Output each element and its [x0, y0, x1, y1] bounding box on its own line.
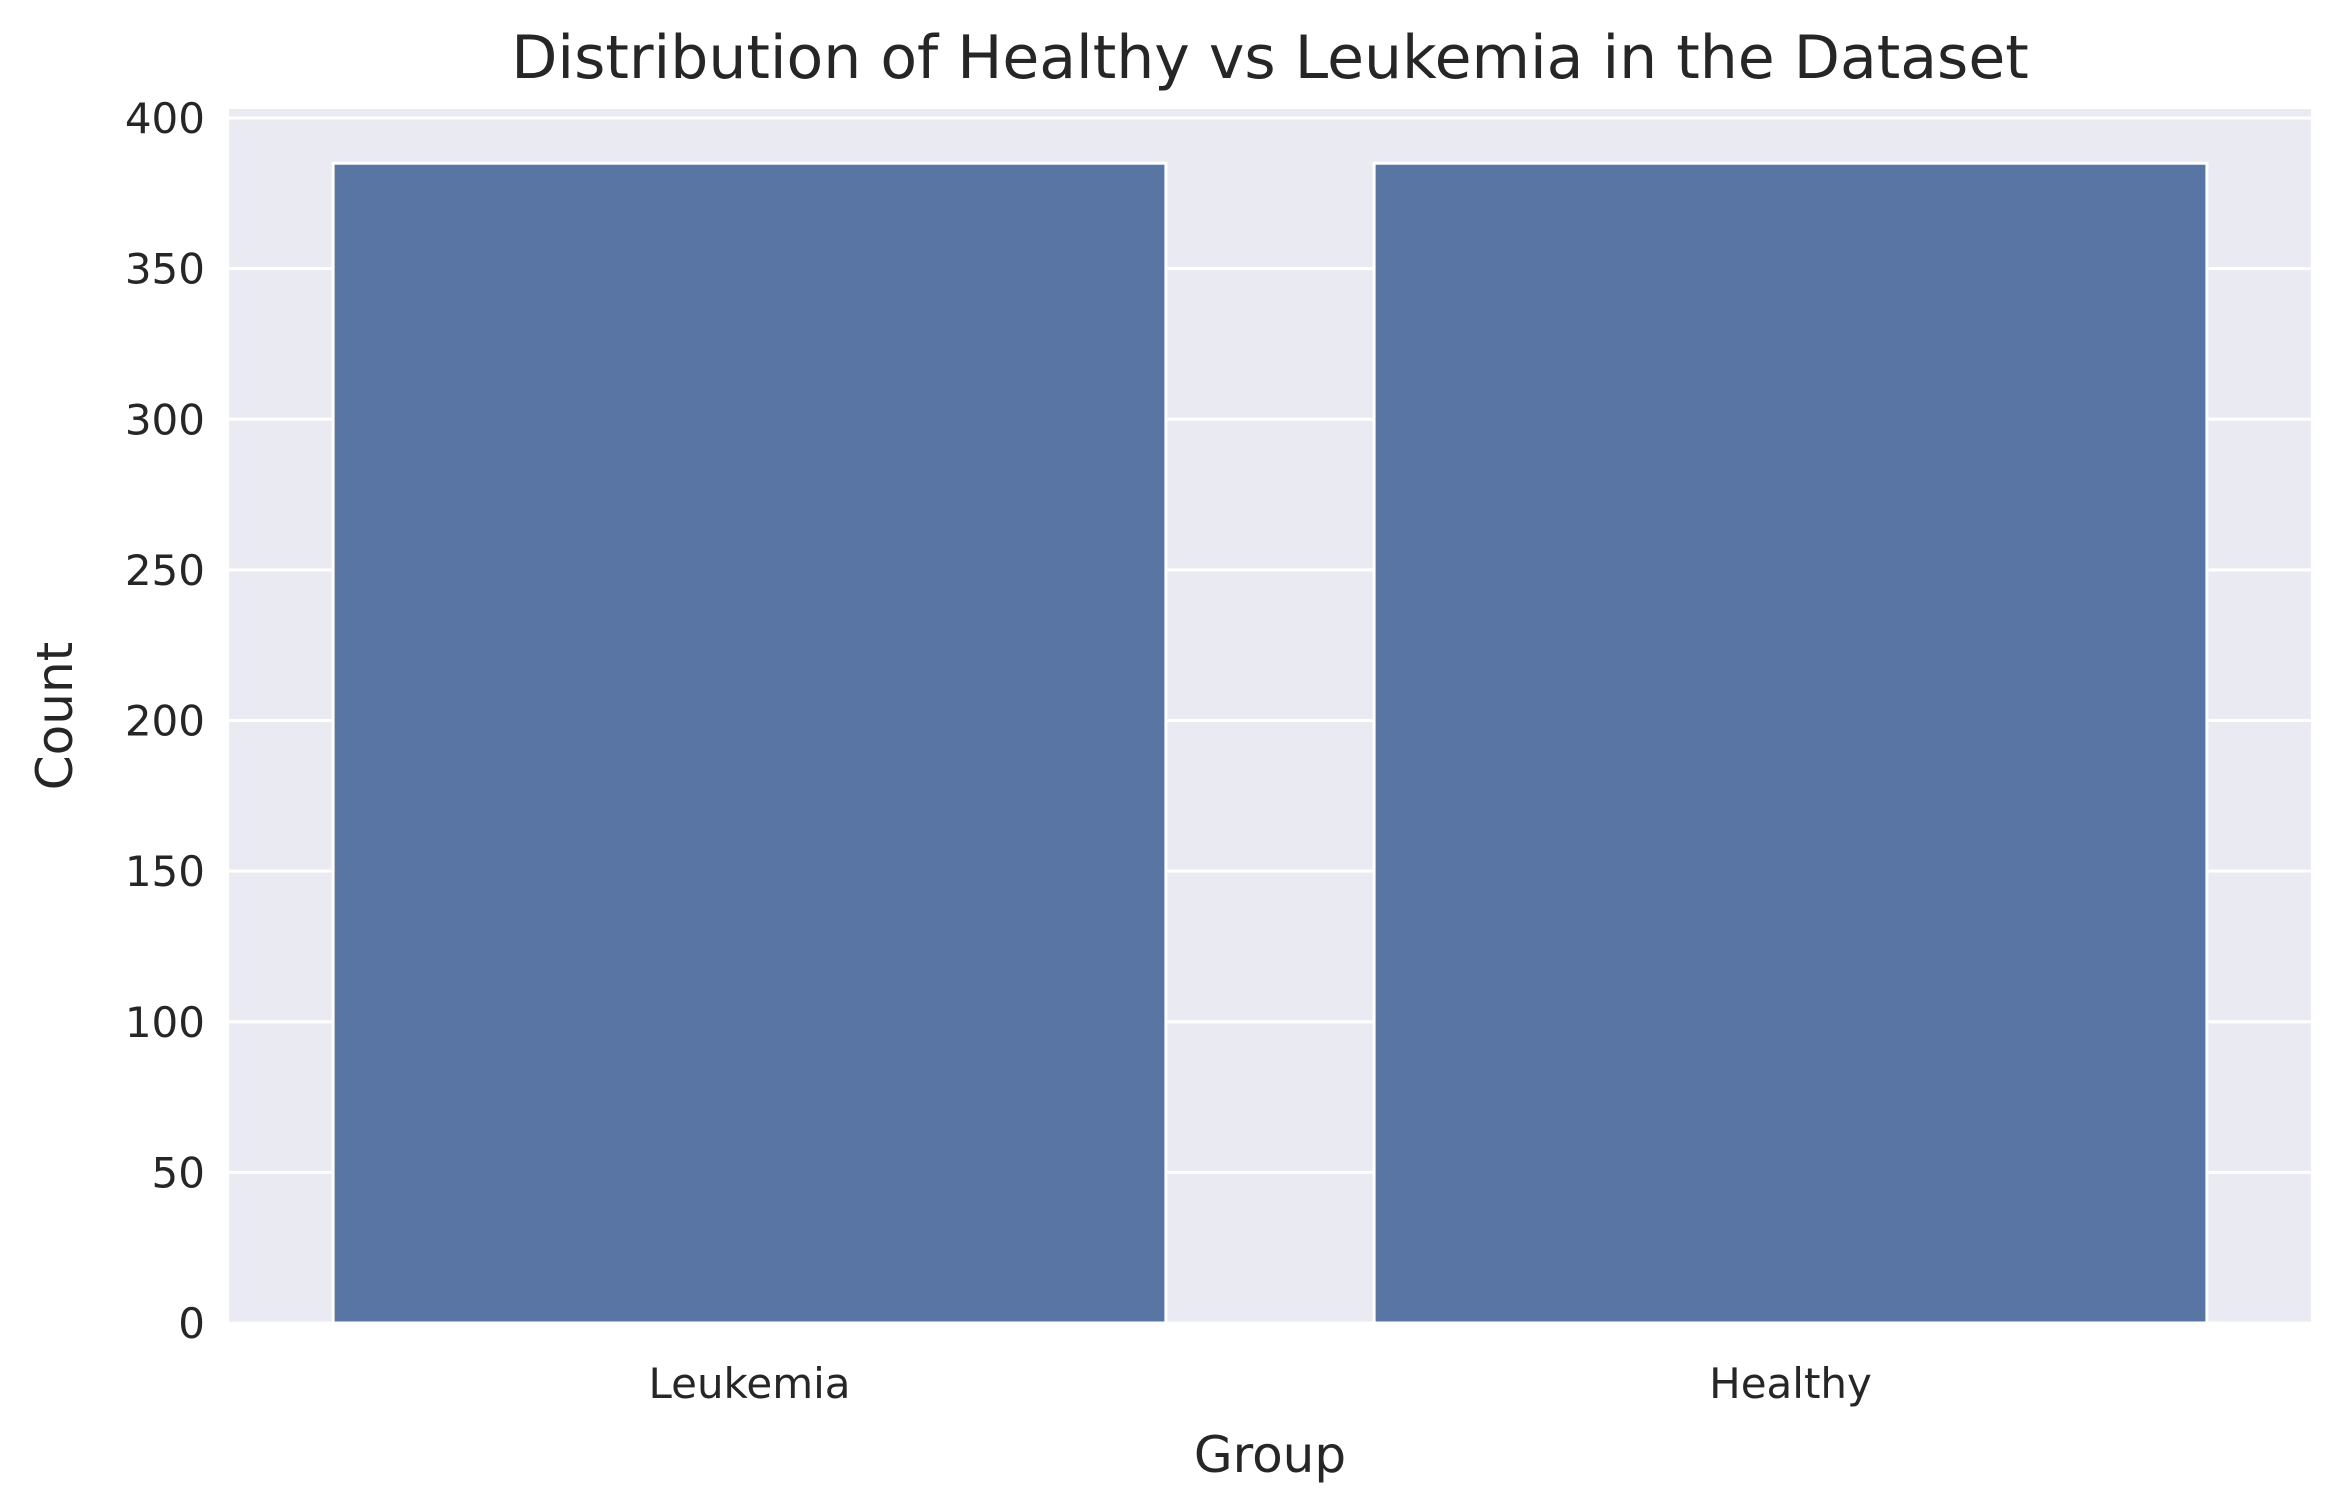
x-axis-label: Group — [1194, 1426, 1346, 1484]
y-tick-label: 300 — [125, 395, 205, 444]
y-tick-label: 400 — [125, 94, 205, 143]
y-tick-labels: 0 50 100 150 200 250 300 350 400 — [125, 94, 205, 1348]
x-tick-labels: Leukemia Healthy — [648, 1359, 1871, 1408]
y-tick-label: 200 — [125, 697, 205, 746]
y-tick-label: 250 — [125, 546, 205, 595]
y-tick-label: 150 — [125, 847, 205, 896]
x-tick-label: Leukemia — [648, 1359, 850, 1408]
y-tick-label: 350 — [125, 245, 205, 294]
bars — [331, 161, 2209, 1325]
y-axis-label: Count — [26, 642, 84, 791]
y-tick-label: 50 — [152, 1148, 205, 1197]
y-tick-label: 100 — [125, 998, 205, 1047]
chart-title: Distribution of Healthy vs Leukemia in t… — [511, 23, 2029, 93]
x-tick-label: Healthy — [1709, 1359, 1872, 1408]
y-tick-label: 0 — [178, 1299, 205, 1348]
bar-healthy — [1372, 161, 2209, 1325]
bar-leukemia — [331, 161, 1168, 1325]
